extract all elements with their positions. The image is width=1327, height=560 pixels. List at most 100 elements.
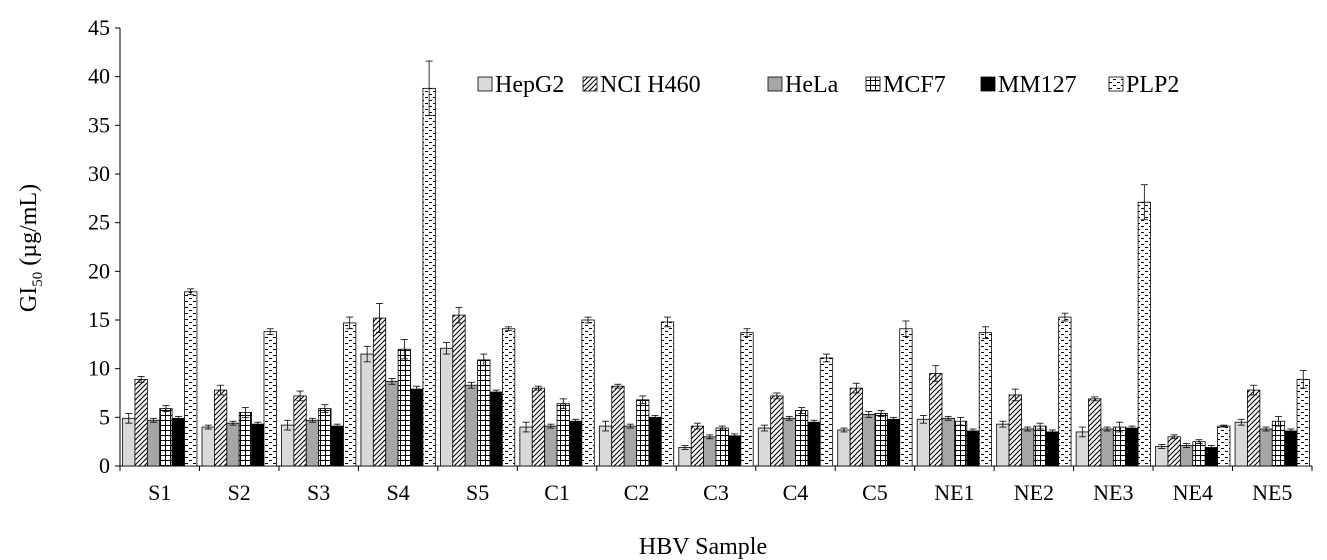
bar	[703, 436, 717, 467]
bar	[1217, 425, 1231, 467]
y-tick-label: 30	[88, 161, 110, 186]
bar	[410, 388, 424, 467]
x-tick-label: C2	[624, 480, 650, 505]
bar	[263, 331, 277, 467]
x-tick-label: NE1	[934, 480, 974, 505]
x-tick-label: S4	[387, 480, 410, 505]
legend-label: HepG2	[495, 72, 564, 98]
bar	[544, 425, 558, 467]
bar	[899, 328, 913, 467]
bars	[122, 60, 1310, 467]
x-axis: S1 S2 S3 S4 S5 C1 C2 C3 C4 C5 NE1 NE2 NE3 NE4 NE5	[119, 465, 1313, 505]
bar	[293, 395, 307, 467]
bar	[1192, 441, 1206, 467]
bar	[782, 417, 796, 467]
bar	[251, 423, 265, 467]
bar	[1008, 394, 1022, 467]
bar	[757, 427, 772, 467]
y-axis-title-subscript: 50	[30, 272, 46, 287]
bar	[489, 391, 503, 467]
bar	[1045, 431, 1060, 467]
bar	[226, 422, 240, 467]
x-tick-label: NE5	[1252, 480, 1292, 505]
x-tick-label: C1	[544, 480, 570, 505]
bar	[849, 387, 863, 467]
legend-swatch	[477, 76, 493, 92]
bar	[598, 425, 613, 467]
bar	[1167, 436, 1181, 467]
bar	[464, 384, 479, 467]
x-tick-label: S2	[228, 480, 251, 505]
bar	[556, 403, 570, 467]
bar	[837, 429, 851, 467]
bar	[678, 447, 692, 467]
bar	[941, 417, 955, 467]
x-tick-label: C3	[703, 480, 729, 505]
bar	[886, 418, 901, 467]
y-tick-label: 10	[88, 356, 110, 381]
y-tick-label: 35	[88, 112, 110, 137]
bar	[477, 359, 491, 467]
legend-label: MCF7	[883, 72, 946, 98]
bar	[146, 419, 161, 467]
legend-swatch	[582, 76, 598, 92]
legend-swatch	[980, 76, 996, 92]
bar	[1234, 421, 1248, 467]
bar	[159, 408, 173, 467]
legend: HepG2 NCI H460 HeLa MCF7 MM127 PLP2	[477, 72, 1179, 98]
bar	[1259, 428, 1273, 467]
bar	[728, 435, 742, 467]
y-axis-title-unit: (µg/mL)	[16, 184, 42, 266]
bar	[238, 412, 252, 467]
bar	[1125, 427, 1139, 467]
bar	[978, 332, 993, 467]
bar	[916, 418, 931, 467]
bar	[1204, 447, 1218, 467]
x-tick-label: C4	[783, 480, 809, 505]
bar	[439, 347, 454, 467]
bar	[501, 328, 516, 467]
bar	[966, 430, 980, 467]
bar	[1247, 389, 1261, 467]
bar	[770, 395, 784, 467]
bar	[648, 416, 662, 467]
legend-label: MM127	[998, 72, 1077, 98]
legend-swatch	[767, 76, 783, 92]
x-tick-label: NE4	[1173, 480, 1213, 505]
x-tick-label: NE3	[1093, 480, 1133, 505]
y-tick-label: 45	[88, 15, 110, 40]
y-axis: 0 5 10 15 20 25 30 35 40 45	[88, 15, 121, 478]
x-tick-label: S3	[307, 480, 330, 505]
bar	[1180, 445, 1194, 467]
y-tick-label: 15	[88, 307, 110, 332]
bar	[1088, 398, 1102, 467]
bar	[1155, 446, 1169, 467]
x-axis-title: HBV Sample	[639, 534, 767, 560]
bar	[1021, 428, 1035, 467]
bar	[171, 417, 185, 467]
bar	[569, 420, 583, 467]
bar	[954, 420, 968, 467]
bar	[213, 389, 228, 467]
y-tick-label: 40	[88, 64, 110, 89]
x-tick-label: S1	[148, 480, 171, 505]
y-axis-title-main: GI	[16, 287, 42, 312]
bar	[690, 425, 705, 467]
bar	[372, 317, 387, 467]
bar	[795, 410, 809, 467]
bar	[134, 378, 148, 467]
bar	[1058, 316, 1072, 467]
bar	[343, 322, 357, 467]
bar	[281, 424, 295, 467]
y-tick-label: 5	[99, 404, 110, 429]
legend-swatch	[1108, 76, 1124, 92]
bar	[611, 385, 625, 467]
bar	[1033, 425, 1047, 467]
bar	[1296, 378, 1310, 467]
bar	[1284, 430, 1298, 467]
bar	[636, 399, 650, 467]
bar	[874, 413, 888, 467]
y-tick-label: 20	[88, 258, 110, 283]
bar	[715, 427, 729, 467]
